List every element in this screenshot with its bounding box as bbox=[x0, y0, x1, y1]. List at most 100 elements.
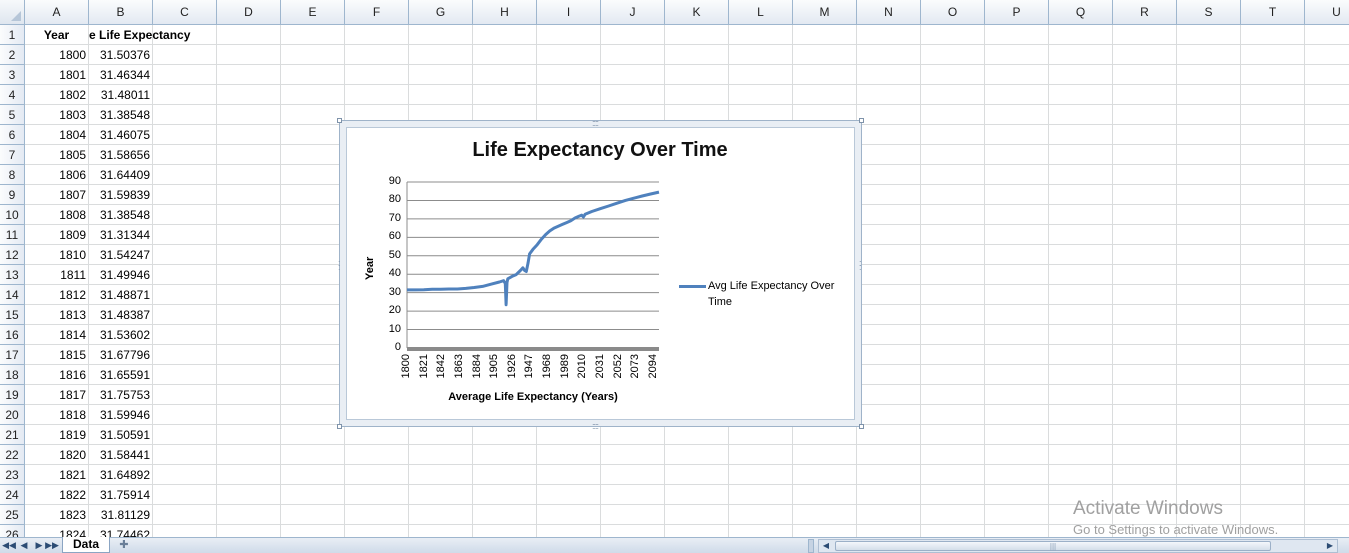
empty-cell[interactable] bbox=[537, 465, 601, 485]
empty-cell[interactable] bbox=[921, 465, 985, 485]
scroll-left-icon[interactable]: ◀ bbox=[822, 541, 830, 550]
empty-cell[interactable] bbox=[473, 25, 537, 45]
column-header-l[interactable]: L bbox=[729, 0, 793, 25]
empty-cell[interactable] bbox=[729, 45, 793, 65]
empty-cell[interactable] bbox=[153, 245, 217, 265]
life-expectancy-cell[interactable]: 31.48011 bbox=[89, 85, 153, 105]
empty-cell[interactable] bbox=[1113, 405, 1177, 425]
life-expectancy-cell[interactable]: 31.64409 bbox=[89, 165, 153, 185]
year-cell[interactable]: 1815 bbox=[25, 345, 89, 365]
empty-cell[interactable] bbox=[985, 185, 1049, 205]
empty-cell[interactable] bbox=[1049, 245, 1113, 265]
empty-cell[interactable] bbox=[1177, 345, 1241, 365]
empty-cell[interactable] bbox=[1305, 205, 1349, 225]
empty-cell[interactable] bbox=[665, 525, 729, 537]
empty-cell[interactable] bbox=[857, 405, 921, 425]
empty-cell[interactable] bbox=[409, 85, 473, 105]
select-all-corner[interactable] bbox=[0, 0, 25, 25]
empty-cell[interactable] bbox=[1241, 85, 1305, 105]
empty-cell[interactable] bbox=[1241, 285, 1305, 305]
column-header-u[interactable]: U bbox=[1305, 0, 1349, 25]
empty-cell[interactable] bbox=[921, 225, 985, 245]
resize-handle-bottom-left[interactable] bbox=[337, 424, 342, 429]
empty-cell[interactable] bbox=[1049, 105, 1113, 125]
resize-handle-top-right[interactable] bbox=[859, 118, 864, 123]
empty-cell[interactable] bbox=[1305, 285, 1349, 305]
year-cell[interactable]: 1800 bbox=[25, 45, 89, 65]
row-header[interactable]: 21 bbox=[0, 425, 25, 445]
empty-cell[interactable] bbox=[537, 445, 601, 465]
empty-cell[interactable] bbox=[1113, 465, 1177, 485]
empty-cell[interactable] bbox=[281, 345, 345, 365]
empty-cell[interactable] bbox=[281, 125, 345, 145]
empty-cell[interactable] bbox=[1177, 165, 1241, 185]
year-cell[interactable]: 1802 bbox=[25, 85, 89, 105]
empty-cell[interactable] bbox=[793, 465, 857, 485]
empty-cell[interactable] bbox=[985, 505, 1049, 525]
empty-cell[interactable] bbox=[537, 65, 601, 85]
empty-cell[interactable] bbox=[1305, 485, 1349, 505]
empty-cell[interactable] bbox=[921, 285, 985, 305]
empty-cell[interactable] bbox=[1177, 385, 1241, 405]
empty-cell[interactable] bbox=[473, 445, 537, 465]
empty-cell[interactable] bbox=[217, 465, 281, 485]
empty-cell[interactable] bbox=[601, 445, 665, 465]
empty-cell[interactable] bbox=[1177, 205, 1241, 225]
life-expectancy-cell[interactable]: 31.50591 bbox=[89, 425, 153, 445]
empty-cell[interactable] bbox=[153, 265, 217, 285]
empty-cell[interactable] bbox=[1177, 365, 1241, 385]
empty-cell[interactable] bbox=[1305, 145, 1349, 165]
empty-cell[interactable] bbox=[857, 485, 921, 505]
empty-cell[interactable] bbox=[217, 385, 281, 405]
empty-cell[interactable] bbox=[1049, 65, 1113, 85]
empty-cell[interactable] bbox=[1305, 85, 1349, 105]
empty-cell[interactable] bbox=[217, 205, 281, 225]
empty-cell[interactable] bbox=[281, 165, 345, 185]
empty-cell[interactable] bbox=[1177, 25, 1241, 45]
empty-cell[interactable] bbox=[921, 505, 985, 525]
empty-cell[interactable] bbox=[409, 45, 473, 65]
empty-cell[interactable] bbox=[857, 445, 921, 465]
next-sheet-icon[interactable]: ▶ bbox=[35, 540, 43, 550]
empty-cell[interactable] bbox=[601, 85, 665, 105]
empty-cell[interactable] bbox=[985, 165, 1049, 185]
empty-cell[interactable] bbox=[985, 425, 1049, 445]
row-header[interactable]: 13 bbox=[0, 265, 25, 285]
row-header[interactable]: 20 bbox=[0, 405, 25, 425]
empty-cell[interactable] bbox=[153, 225, 217, 245]
year-cell[interactable]: 1813 bbox=[25, 305, 89, 325]
empty-cell[interactable] bbox=[1113, 285, 1177, 305]
empty-cell[interactable] bbox=[1305, 325, 1349, 345]
empty-cell[interactable] bbox=[1177, 85, 1241, 105]
row-header[interactable]: 6 bbox=[0, 125, 25, 145]
empty-cell[interactable] bbox=[1241, 185, 1305, 205]
empty-cell[interactable] bbox=[153, 385, 217, 405]
empty-cell[interactable] bbox=[409, 485, 473, 505]
empty-cell[interactable] bbox=[1241, 265, 1305, 285]
life-expectancy-cell[interactable]: 31.46075 bbox=[89, 125, 153, 145]
empty-cell[interactable] bbox=[921, 105, 985, 125]
empty-cell[interactable] bbox=[1305, 445, 1349, 465]
empty-cell[interactable] bbox=[345, 45, 409, 65]
life-expectancy-cell[interactable]: 31.65591 bbox=[89, 365, 153, 385]
row-header[interactable]: 17 bbox=[0, 345, 25, 365]
empty-cell[interactable] bbox=[537, 425, 601, 445]
empty-cell[interactable] bbox=[921, 305, 985, 325]
empty-cell[interactable] bbox=[601, 65, 665, 85]
empty-cell[interactable] bbox=[345, 525, 409, 537]
row-header[interactable]: 18 bbox=[0, 365, 25, 385]
life-expectancy-cell[interactable]: 31.58656 bbox=[89, 145, 153, 165]
empty-cell[interactable] bbox=[281, 365, 345, 385]
empty-cell[interactable] bbox=[985, 325, 1049, 345]
empty-cell[interactable] bbox=[985, 65, 1049, 85]
empty-cell[interactable] bbox=[409, 425, 473, 445]
empty-cell[interactable] bbox=[1305, 265, 1349, 285]
row-header[interactable]: 8 bbox=[0, 165, 25, 185]
empty-cell[interactable] bbox=[153, 305, 217, 325]
empty-cell[interactable] bbox=[1177, 325, 1241, 345]
empty-cell[interactable] bbox=[537, 85, 601, 105]
empty-cell[interactable] bbox=[1049, 225, 1113, 245]
empty-cell[interactable] bbox=[1305, 125, 1349, 145]
column-header-r[interactable]: R bbox=[1113, 0, 1177, 25]
empty-cell[interactable] bbox=[985, 245, 1049, 265]
